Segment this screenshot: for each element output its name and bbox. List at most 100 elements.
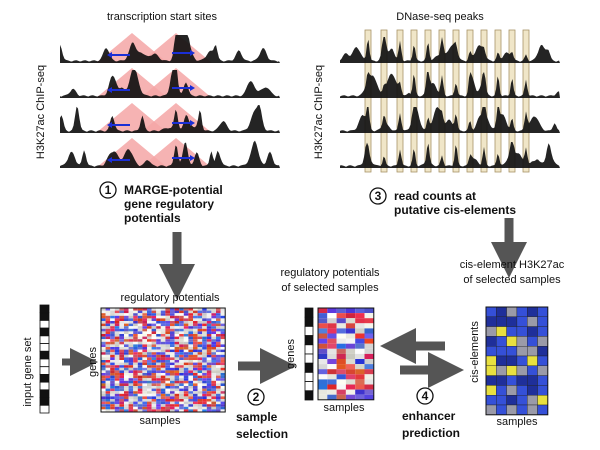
heat-cell xyxy=(137,357,143,360)
heat-cell xyxy=(147,352,152,355)
heat-cell xyxy=(220,310,226,314)
heat-cell xyxy=(216,341,221,345)
heat-cell xyxy=(151,380,157,384)
heat-cell xyxy=(137,341,143,345)
heat-cell xyxy=(197,399,203,402)
heat-cell xyxy=(202,310,207,314)
heat-cell xyxy=(183,365,189,368)
heat-cell xyxy=(170,349,175,353)
heat-cell xyxy=(160,386,166,389)
gene-cell xyxy=(304,371,314,382)
heat-cell xyxy=(160,393,166,397)
heat-cell xyxy=(137,344,143,347)
heat-cell xyxy=(216,373,221,376)
heat-cell xyxy=(114,334,120,337)
heat-cell xyxy=(137,399,143,402)
heat-cell xyxy=(156,362,161,366)
heat-cell xyxy=(114,386,120,389)
heat-cell xyxy=(147,323,152,327)
heat-cell xyxy=(193,326,198,329)
heat-cell xyxy=(110,341,115,345)
heat-cell xyxy=(336,369,346,375)
heat-cell xyxy=(160,380,166,384)
heat-cell xyxy=(156,349,161,353)
heat-cell xyxy=(160,404,166,407)
heat-cell xyxy=(114,352,120,355)
heat-cell xyxy=(160,341,166,345)
heat-cell xyxy=(193,347,198,350)
heat-cell xyxy=(206,321,212,324)
heat-cell xyxy=(124,310,129,314)
heat-cell xyxy=(101,373,106,376)
heat-cell xyxy=(211,334,216,337)
step2-number: 2 xyxy=(253,390,260,404)
heat-cell xyxy=(160,313,166,316)
heat-cell xyxy=(110,399,115,402)
heat-cell xyxy=(188,339,193,342)
heat-cell xyxy=(105,383,111,386)
heat-cell xyxy=(193,388,198,392)
heat-cell xyxy=(188,406,193,410)
heat-cell xyxy=(128,321,134,324)
heat-cell xyxy=(202,313,207,316)
heat-cell xyxy=(110,328,115,332)
heat-cell xyxy=(206,357,212,360)
heat-cell xyxy=(114,375,120,379)
heat-cell xyxy=(197,378,203,381)
heat-cell xyxy=(142,352,147,355)
heat-cell xyxy=(183,323,189,327)
heat-cell xyxy=(133,388,138,392)
cis-cell xyxy=(506,336,518,347)
heat-cell xyxy=(128,341,134,345)
heat-cell xyxy=(183,354,189,358)
heat-cell xyxy=(105,360,111,363)
heat-cell xyxy=(110,396,115,399)
cis-cell xyxy=(506,385,518,396)
heat-cell xyxy=(119,383,124,386)
heat-cell xyxy=(119,396,124,399)
heat-cell xyxy=(114,399,120,402)
heat-cell xyxy=(174,339,180,342)
heat-cell xyxy=(170,318,175,321)
heat-cell xyxy=(119,344,124,347)
heat-cell xyxy=(327,379,337,385)
step2-line1: sample xyxy=(236,410,278,424)
heat-cell xyxy=(216,396,221,399)
heat-cell xyxy=(364,318,374,324)
heat-cell xyxy=(147,370,152,373)
heat-cell xyxy=(174,328,180,332)
heat-cell xyxy=(327,359,337,365)
heat-cell xyxy=(133,383,138,386)
heat-cell xyxy=(101,357,106,360)
heat-cell xyxy=(197,328,203,332)
heat-cell xyxy=(183,336,189,340)
heat-cell xyxy=(188,393,193,397)
heat-cell xyxy=(211,373,216,376)
heat-cell xyxy=(137,310,143,314)
gene-cell xyxy=(39,335,50,344)
heat-cell xyxy=(202,396,207,399)
heat-cell xyxy=(165,367,170,371)
heat-cell xyxy=(216,393,221,397)
heat-cell xyxy=(220,362,226,366)
heat-cell xyxy=(197,404,203,407)
heat-cell xyxy=(147,328,152,332)
heat-cell xyxy=(160,373,166,376)
heat-cell xyxy=(142,339,147,342)
step2-line2: selection xyxy=(236,427,288,441)
heat-cell xyxy=(174,393,180,397)
heat-cell xyxy=(355,348,365,354)
heat-cell xyxy=(124,313,129,316)
heat-cell xyxy=(197,321,203,324)
tss-ylabel: H3K27ac ChIP-seq xyxy=(35,65,47,159)
heat-cell xyxy=(345,359,356,365)
heat-cell xyxy=(105,341,111,345)
cis-cell xyxy=(527,385,538,396)
heat-cell xyxy=(101,409,106,412)
heat-cell xyxy=(128,365,134,368)
flow-arrows xyxy=(62,218,527,388)
heat-cell xyxy=(151,336,157,340)
heat-cell xyxy=(133,352,138,355)
heat-cell xyxy=(220,378,226,381)
heat-cell xyxy=(206,401,212,405)
